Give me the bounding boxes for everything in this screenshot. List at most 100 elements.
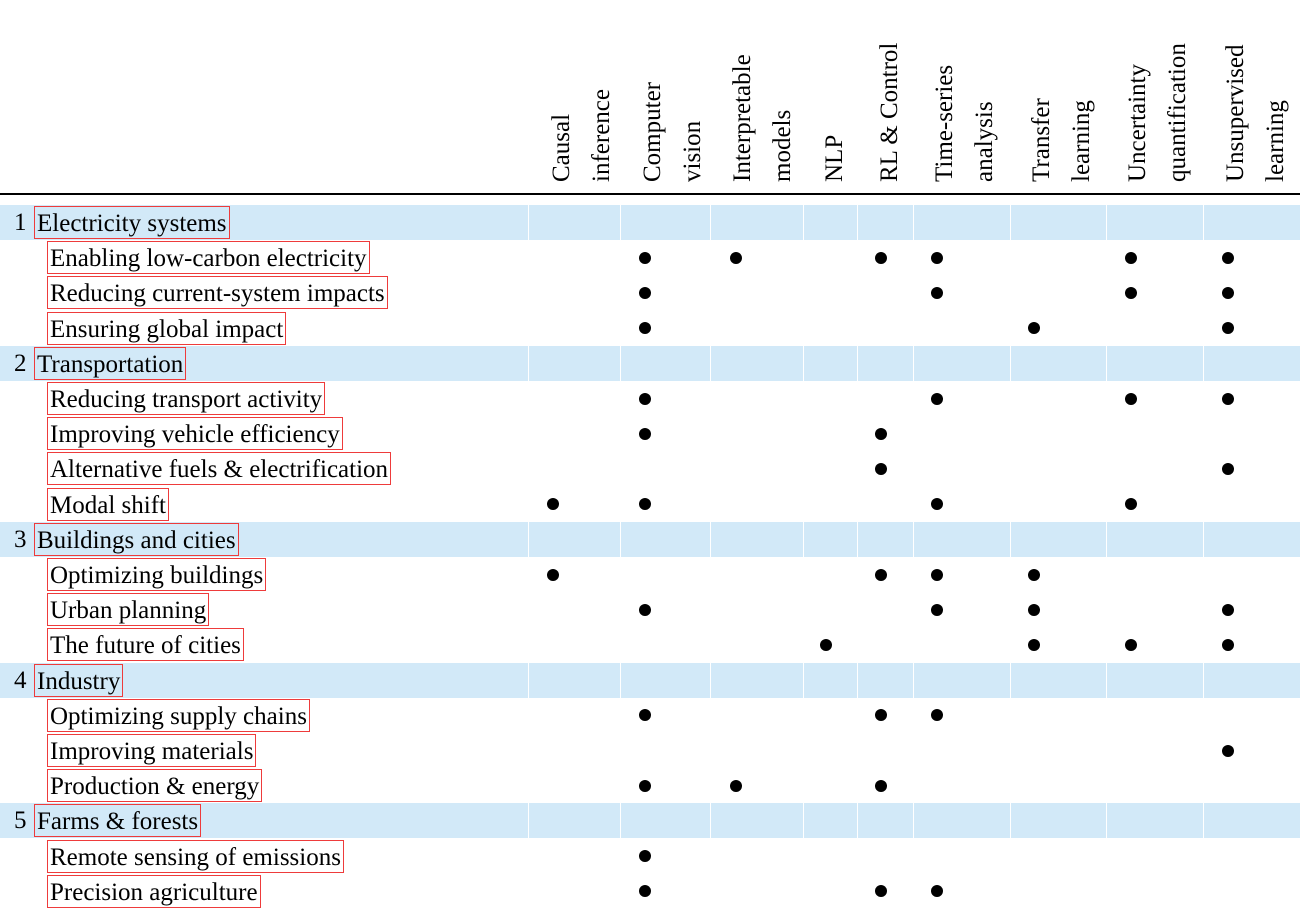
mark-dot: [931, 498, 943, 511]
mark-dot: [875, 885, 887, 898]
column-separator: [1203, 662, 1204, 698]
mark-dot: [875, 779, 887, 792]
column-separator: [710, 345, 711, 381]
mark-dot: [639, 427, 651, 440]
mark-dot: [639, 709, 651, 722]
column-separator: [803, 521, 804, 557]
section-band: [0, 521, 1300, 557]
mark-dot: [875, 427, 887, 440]
column-separator: [620, 345, 621, 381]
mark-dot: [1028, 639, 1040, 651]
row-label: Urban planning: [47, 593, 210, 627]
mark-dot: [639, 251, 651, 264]
mark-dot: [730, 779, 742, 792]
column-header: Uncertainty quantification: [1118, 0, 1208, 182]
column-separator: [913, 803, 914, 839]
column-separator: [1106, 521, 1107, 557]
mark-dot: [639, 392, 651, 405]
mark-dot: [1125, 639, 1137, 651]
section-title: Transportation: [34, 346, 187, 380]
section-number: 3: [14, 525, 27, 553]
section-title: Electricity systems: [34, 206, 230, 239]
mark-dot: [639, 885, 651, 898]
column-separator: [528, 803, 529, 839]
mark-dot: [1028, 322, 1040, 335]
column-separator: [710, 521, 711, 557]
column-separator: [1203, 345, 1204, 381]
column-separator: [620, 521, 621, 557]
column-header: Time-series analysis: [925, 0, 1015, 182]
section-title: Buildings and cities: [34, 522, 239, 556]
section-number: 2: [14, 349, 27, 377]
mark-dot: [1222, 251, 1234, 264]
mark-dot: [1125, 287, 1137, 299]
column-header-label: Unsupervised learning: [1222, 44, 1289, 182]
column-separator: [620, 662, 621, 698]
row-label: Ensuring global impact: [47, 311, 287, 345]
mark-dot: [931, 568, 943, 581]
column-separator: [1203, 521, 1204, 557]
mark-dot: [931, 885, 943, 898]
mark-dot: [875, 709, 887, 722]
row-label: Production & energy: [47, 769, 263, 803]
column-header: Transfer learning: [1022, 0, 1112, 182]
section-number: 4: [14, 666, 27, 694]
mark-dot: [820, 639, 832, 651]
section-number: 5: [14, 807, 27, 835]
mark-dot: [1222, 322, 1234, 335]
mark-dot: [1125, 251, 1137, 264]
column-separator: [913, 521, 914, 557]
column-separator: [1106, 662, 1107, 698]
column-separator: [1010, 662, 1011, 698]
column-separator: [1106, 345, 1107, 381]
mark-dot: [1222, 287, 1234, 299]
mark-dot: [639, 603, 651, 616]
column-separator: [528, 345, 529, 381]
column-separator: [1010, 205, 1011, 240]
column-separator: [1106, 205, 1107, 240]
mark-dot: [1222, 744, 1234, 757]
mark-dot: [639, 498, 651, 511]
mark-dot: [931, 709, 943, 722]
column-separator: [1203, 803, 1204, 839]
column-separator: [857, 521, 858, 557]
row-label: Reducing transport activity: [47, 382, 326, 415]
section-band: [0, 803, 1300, 839]
column-separator: [528, 662, 529, 698]
section-number: 1: [14, 209, 27, 236]
mark-dot: [639, 287, 651, 299]
row-label: Precision agriculture: [47, 874, 261, 908]
mark-dot: [1125, 392, 1137, 405]
row-label: Improving vehicle efficiency: [47, 417, 343, 451]
column-separator: [857, 803, 858, 839]
column-separator: [857, 662, 858, 698]
column-separator: [620, 205, 621, 240]
column-separator: [1010, 521, 1011, 557]
column-separator: [857, 205, 858, 240]
column-header: Computer vision: [633, 0, 723, 182]
row-label: Modal shift: [47, 487, 169, 521]
column-separator: [1106, 803, 1107, 839]
row-label: Enabling low-carbon electricity: [47, 241, 370, 275]
column-separator: [803, 662, 804, 698]
mark-dot: [639, 850, 651, 863]
mark-dot: [639, 779, 651, 792]
mark-dot: [875, 568, 887, 581]
column-separator: [710, 803, 711, 839]
mark-dot: [1222, 603, 1234, 616]
row-label: Reducing current-system impacts: [47, 276, 388, 310]
mark-dot: [1028, 568, 1040, 581]
column-separator: [528, 205, 529, 240]
column-separator: [1203, 205, 1204, 240]
column-separator: [857, 345, 858, 381]
row-label: Alternative fuels & electrification: [47, 452, 392, 486]
section-band: [0, 662, 1300, 698]
section-band: [0, 205, 1300, 240]
column-separator: [913, 345, 914, 381]
mark-dot: [931, 392, 943, 405]
column-separator: [1010, 345, 1011, 381]
section-title: Farms & forests: [34, 804, 202, 838]
column-separator: [620, 803, 621, 839]
row-label: Optimizing supply chains: [47, 698, 310, 732]
section-title: Industry: [34, 663, 124, 697]
